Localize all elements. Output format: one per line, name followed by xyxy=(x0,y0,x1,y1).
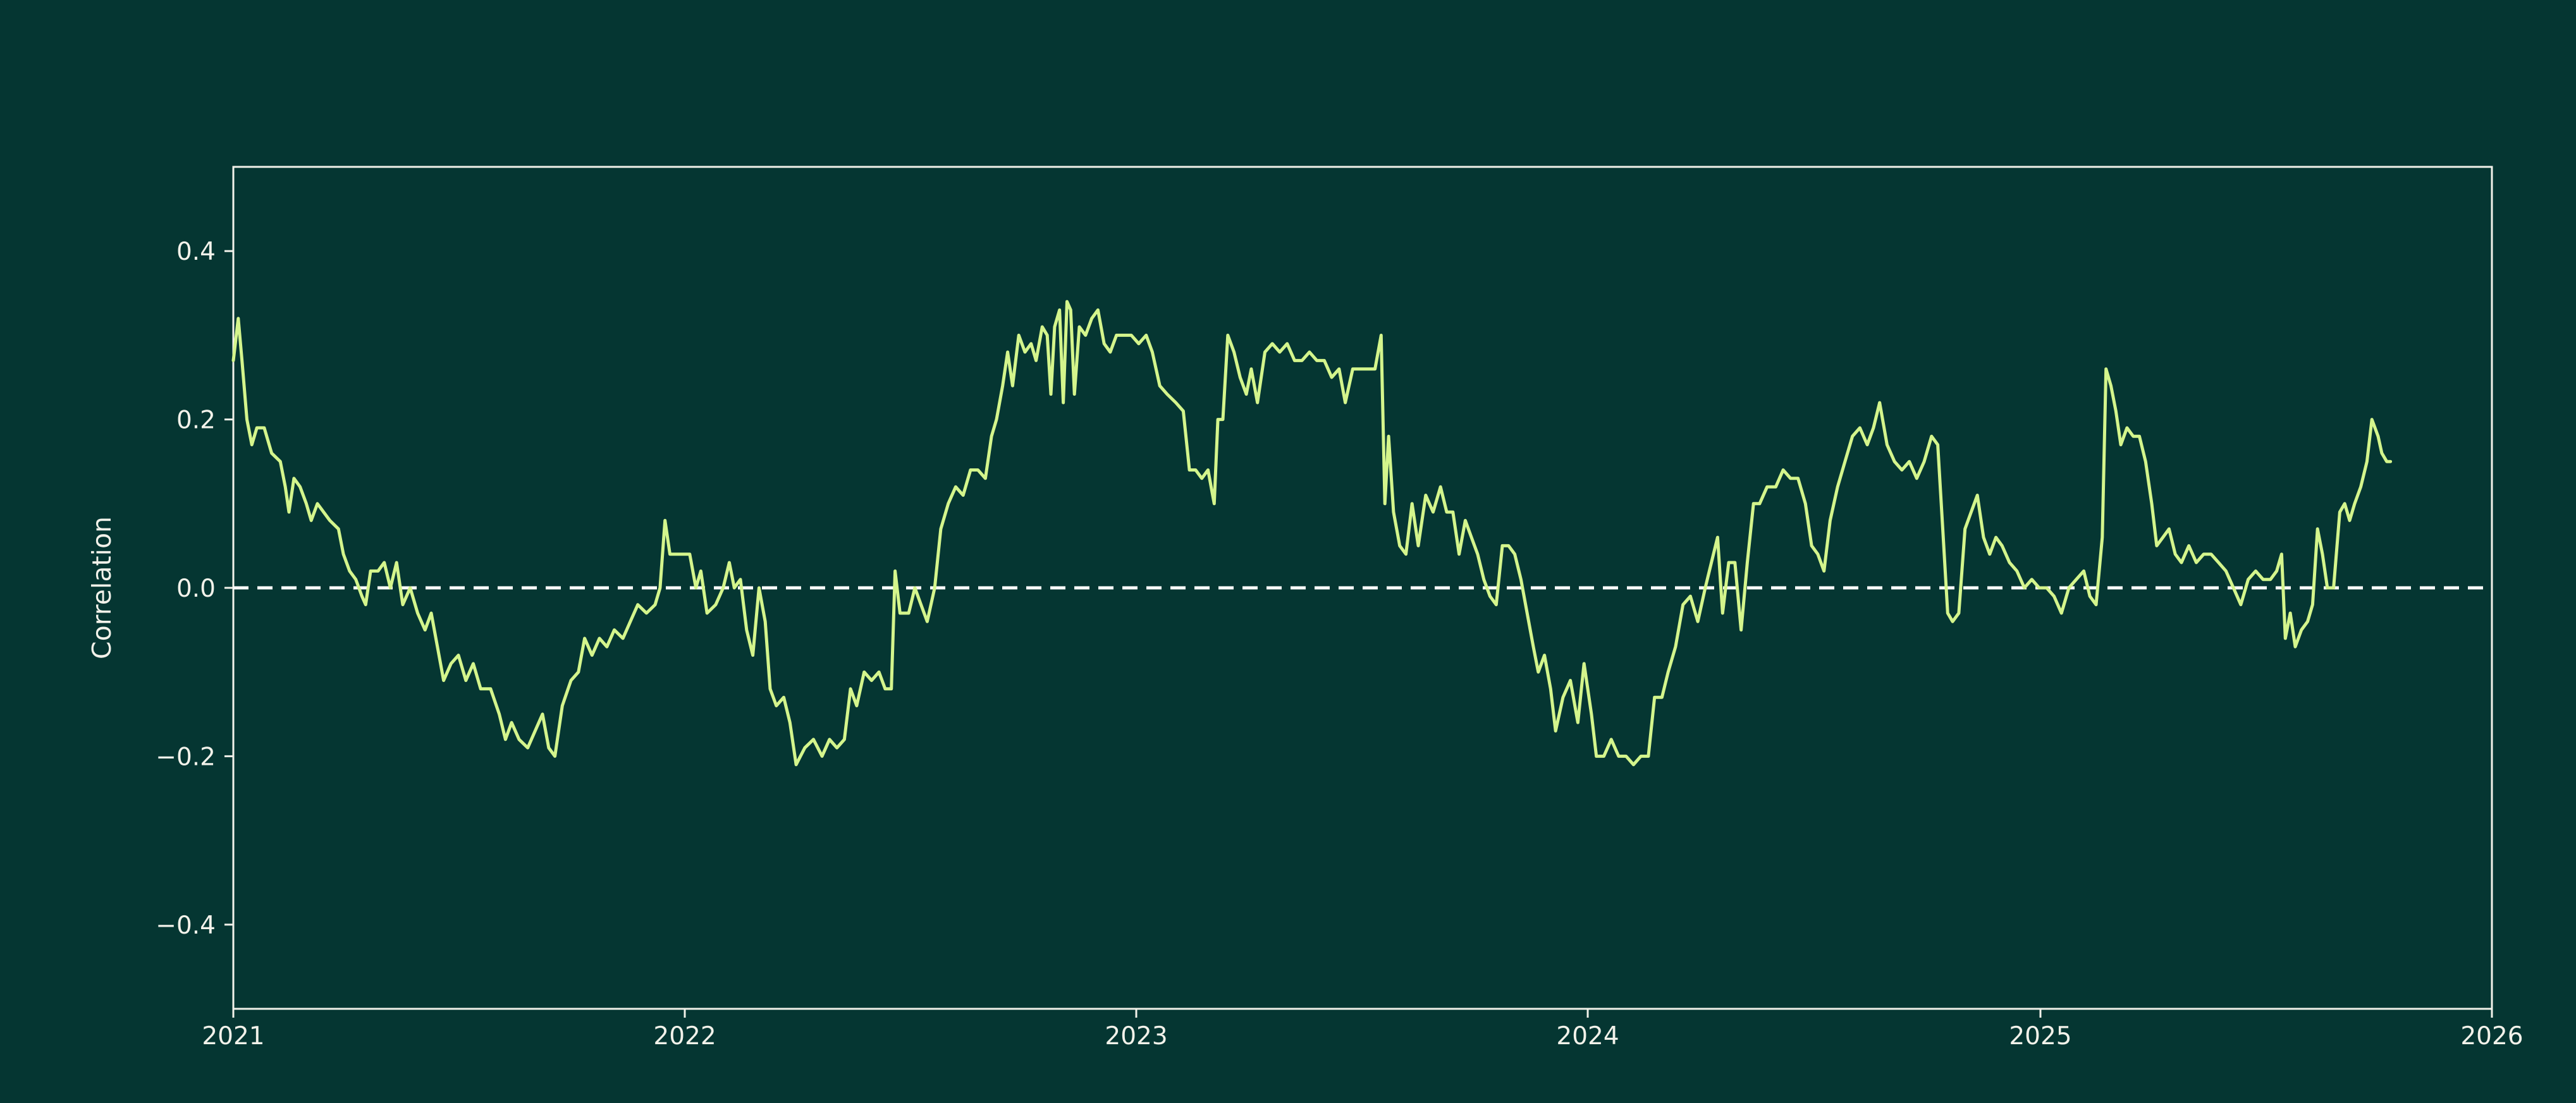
x-tick-label: 2024 xyxy=(1556,1022,1619,1051)
y-tick-label: 0.0 xyxy=(176,575,216,603)
y-tick-label: 0.2 xyxy=(176,406,216,435)
x-tick-label: 2026 xyxy=(2460,1022,2523,1051)
y-tick-label: −0.2 xyxy=(156,743,216,771)
x-tick-label: 2023 xyxy=(1105,1022,1167,1051)
correlation-series-line xyxy=(231,300,2393,767)
x-axis: 2021 2022 2023 2024 2025 2026 xyxy=(202,1009,2524,1051)
y-axis-title: Correlation xyxy=(87,516,117,659)
x-tick-label: 2022 xyxy=(653,1022,716,1051)
y-axis: 0.4 0.2 0.0 −0.2 −0.4 xyxy=(156,238,233,940)
y-tick-label: 0.4 xyxy=(176,238,216,266)
x-tick-label: 2025 xyxy=(2009,1022,2071,1051)
y-tick-label: −0.4 xyxy=(156,911,216,940)
x-tick-label: 2021 xyxy=(202,1022,264,1051)
